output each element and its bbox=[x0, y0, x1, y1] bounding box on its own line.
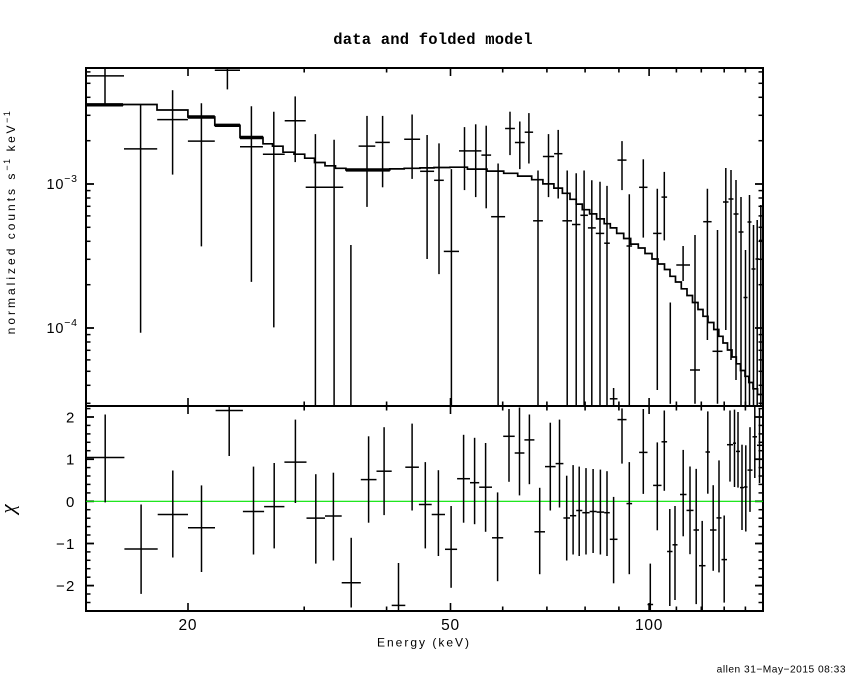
svg-text:1: 1 bbox=[66, 452, 76, 469]
svg-text:0: 0 bbox=[66, 494, 76, 511]
svg-text:data and folded model: data and folded model bbox=[333, 31, 533, 49]
svg-text:normalized counts s−1 keV−1: normalized counts s−1 keV−1 bbox=[2, 110, 18, 335]
svg-text:allen 31−May−2015 08:33: allen 31−May−2015 08:33 bbox=[717, 665, 846, 676]
svg-text:20: 20 bbox=[178, 617, 197, 634]
svg-text:Energy (keV): Energy (keV) bbox=[377, 636, 471, 650]
svg-text:χ: χ bbox=[0, 504, 20, 516]
svg-text:100: 100 bbox=[635, 617, 663, 634]
svg-text:2: 2 bbox=[66, 410, 76, 427]
svg-text:−2: −2 bbox=[56, 578, 76, 595]
svg-text:−1: −1 bbox=[56, 536, 76, 553]
svg-text:50: 50 bbox=[441, 617, 460, 634]
